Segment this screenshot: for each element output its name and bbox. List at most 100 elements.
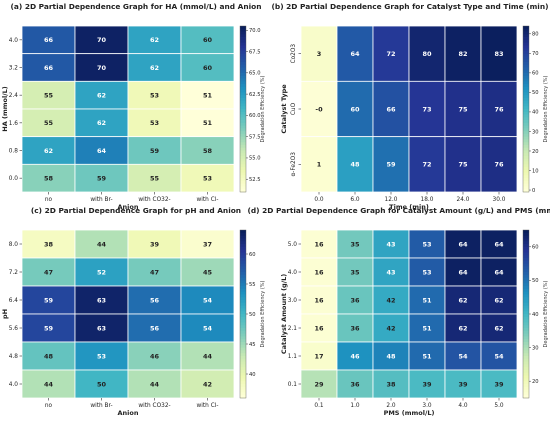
colorbar-segment <box>240 241 246 245</box>
colorbar-segment <box>240 97 246 102</box>
colorbar-segment <box>523 258 529 262</box>
colorbar-label: Degradation Efficiency (%) <box>543 280 549 347</box>
colorbar-segment <box>523 370 529 374</box>
colorbar-segment <box>523 120 529 124</box>
heatmap-cell <box>180 285 235 315</box>
heatmap-cell <box>480 341 518 371</box>
colorbar-segment <box>240 238 246 242</box>
colorbar-segment <box>523 297 529 301</box>
colorbar-segment <box>240 232 246 236</box>
y-axis-label: Catalyst Amount (g/L) <box>280 274 288 354</box>
heatmap-cell <box>180 257 235 287</box>
cell-value-label: 39 <box>494 380 504 388</box>
heatmap-cell <box>74 25 129 55</box>
heatmap-cell <box>21 257 76 287</box>
colorbar-segment <box>523 311 529 315</box>
colorbar-segment <box>523 73 529 77</box>
colorbar-segment <box>240 283 246 287</box>
cell-value-label: 83 <box>494 50 503 58</box>
colorbar-tick-label: 55 <box>249 282 256 288</box>
colorbar-segment <box>523 269 529 273</box>
panel-d: (d) 2D Partial Dependence Graph for Cata… <box>248 206 550 417</box>
cell-value-label: 62 <box>494 324 503 332</box>
colorbar-segment <box>523 64 529 68</box>
cell-value-label: 75 <box>458 161 468 169</box>
cell-value-label: 60 <box>350 105 360 113</box>
colorbar-segment <box>523 56 529 60</box>
colorbar-segment <box>523 291 529 295</box>
heatmap-cell <box>336 285 374 315</box>
cell-value-label: 53 <box>150 92 159 100</box>
cell-value-label: 54 <box>203 296 213 304</box>
heatmap-cell <box>480 136 518 193</box>
cell-value-label: 55 <box>150 175 160 183</box>
heatmap-cell <box>372 136 410 193</box>
colorbar-tick-label: 55.0 <box>249 156 261 162</box>
colorbar-segment <box>240 42 246 46</box>
heatmap-cell <box>372 25 410 82</box>
cell-value-label: 82 <box>458 50 467 58</box>
cell-value-label: 29 <box>314 380 324 388</box>
colorbar-tick-label: 70.0 <box>249 28 261 34</box>
colorbar-tick-label: 60 <box>532 245 539 251</box>
heatmap-cell <box>180 229 235 259</box>
colorbar-tick-label: 20 <box>532 379 539 385</box>
y-tick-label: 2.4 <box>9 93 19 99</box>
colorbar-segment <box>240 117 246 121</box>
y-tick-label: 6.4 <box>9 298 19 304</box>
x-tick-label: with CO32- <box>138 197 170 203</box>
y-tick-label: 4.0 <box>288 270 298 276</box>
cell-value-label: 56 <box>150 324 160 332</box>
colorbar-segment <box>523 133 529 138</box>
x-tick-label: 30.0 <box>493 197 506 203</box>
colorbar-segment <box>240 144 246 149</box>
heatmap-cell <box>444 341 482 371</box>
colorbar-segment <box>523 31 529 35</box>
colorbar: 20 30 40 50 60 Degradation Efficiency (%) <box>522 229 549 399</box>
colorbar-segment <box>240 322 246 326</box>
chart-title: (b) 2D Partial Dependence Graph for Cata… <box>272 2 549 11</box>
colorbar-segment <box>240 34 246 38</box>
colorbar-segment <box>523 361 529 365</box>
colorbar-segment <box>523 272 529 276</box>
colorbar-segment <box>523 106 529 110</box>
colorbar-segment <box>523 75 529 79</box>
colorbar-segment <box>240 330 246 334</box>
cell-value-label: 59 <box>44 324 54 332</box>
cell-value-label: 64 <box>494 268 504 276</box>
colorbar: 40 45 50 55 60 Degradation Efficiency (%) <box>239 229 266 399</box>
colorbar-segment <box>240 230 246 234</box>
colorbar-segment <box>523 372 529 376</box>
colorbar-segment <box>240 314 246 318</box>
colorbar-segment <box>523 147 529 151</box>
colorbar-segment <box>523 378 529 382</box>
colorbar-segment <box>523 39 529 43</box>
cell-value-label: 55 <box>44 119 54 127</box>
cell-value-label: 42 <box>386 324 395 332</box>
x-tick-label: with Cl- <box>197 403 219 409</box>
colorbar-segment <box>523 167 529 171</box>
colorbar-segment <box>240 26 246 30</box>
y-tick-label: 5.0 <box>288 242 298 248</box>
y-tick-label: 1.1 <box>288 354 298 360</box>
cell-value-label: 59 <box>97 175 107 183</box>
cell-value-label: 50 <box>97 380 107 388</box>
colorbar-segment <box>523 305 529 309</box>
colorbar-segment <box>240 308 246 312</box>
colorbar-segment <box>523 70 529 74</box>
colorbar-segment <box>523 319 529 323</box>
colorbar-segment <box>240 280 246 284</box>
colorbar-segment <box>523 142 529 146</box>
y-tick-label: 5.6 <box>9 326 19 332</box>
colorbar-segment <box>523 175 529 179</box>
y-tick-label: 0.8 <box>9 149 19 155</box>
cell-value-label: 62 <box>494 296 503 304</box>
colorbar-tick-label: 40 <box>532 312 539 318</box>
colorbar-segment <box>523 344 529 348</box>
heatmap-cell <box>74 163 129 193</box>
colorbar-segment <box>240 59 246 63</box>
y-tick-label: 0.0 <box>9 176 19 182</box>
cell-value-label: 16 <box>314 296 324 304</box>
y-axis-label: Catalyst Type <box>280 84 288 134</box>
